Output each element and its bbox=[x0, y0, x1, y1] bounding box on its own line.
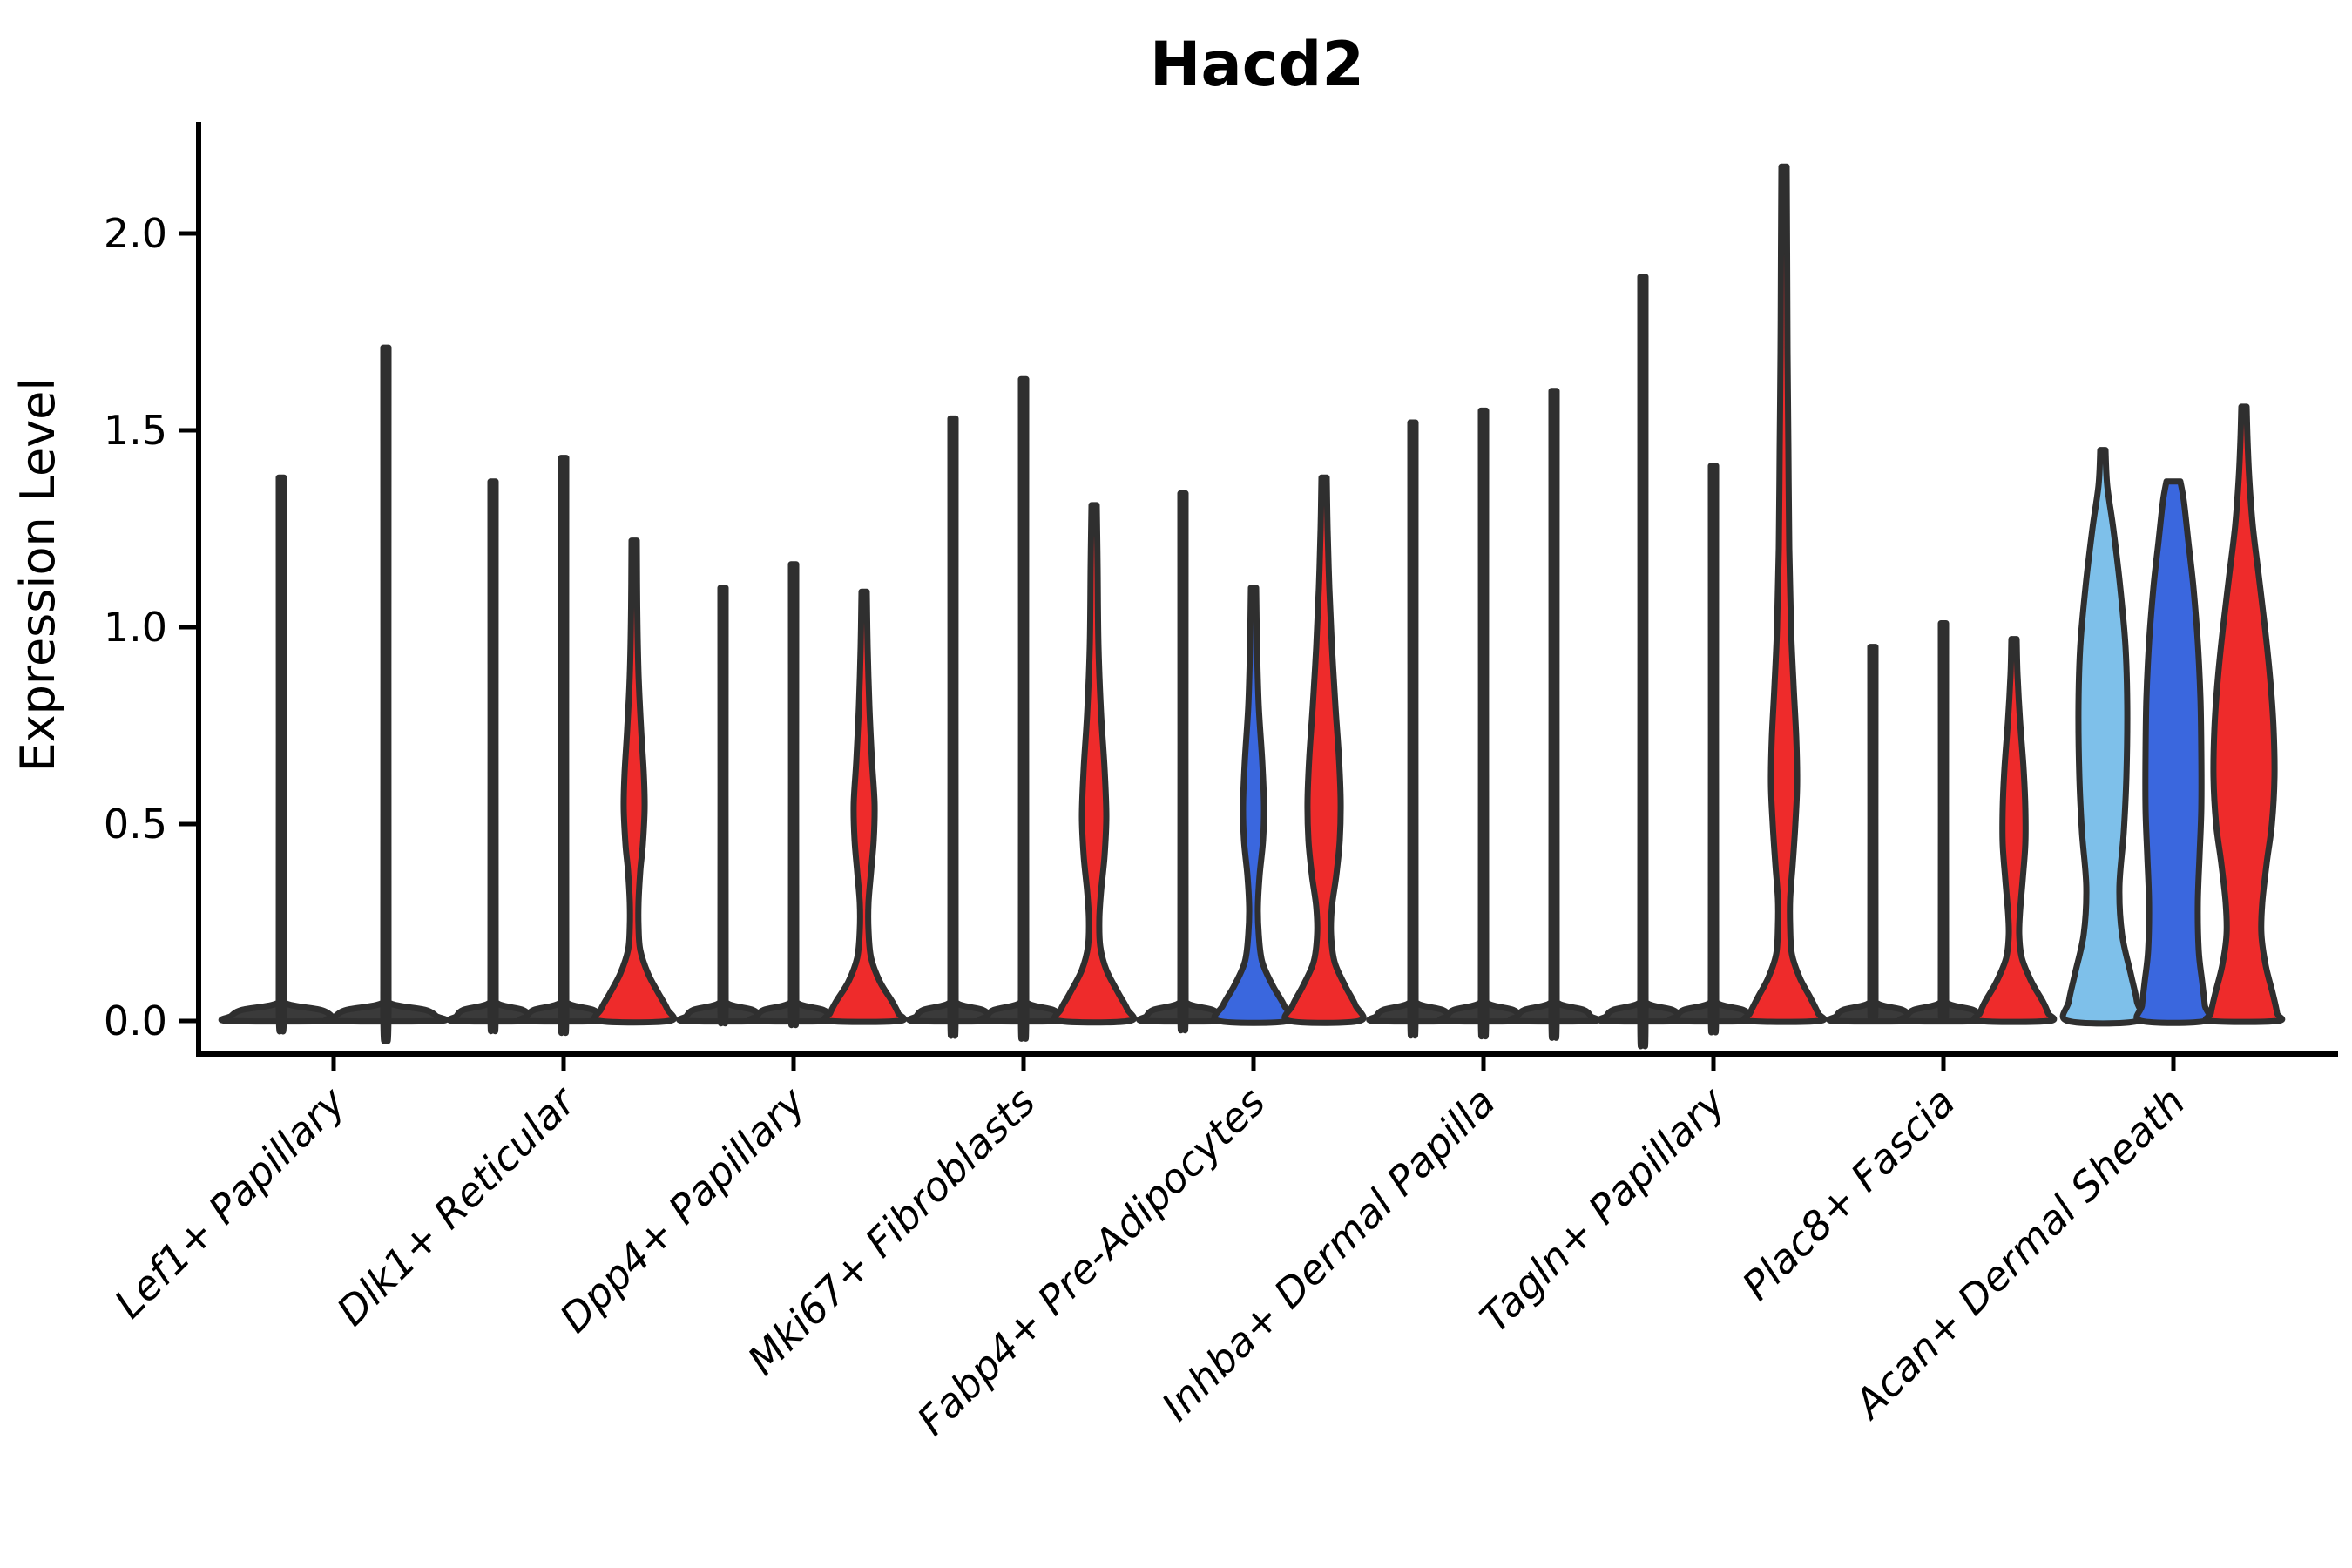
y-tick-label: 2.0 bbox=[104, 210, 167, 257]
violin-spike bbox=[1366, 419, 1460, 1038]
violin-spike bbox=[1436, 407, 1531, 1039]
violin-spike bbox=[977, 375, 1071, 1042]
y-axis-label: Expression Level bbox=[10, 378, 65, 773]
y-tick-label: 1.0 bbox=[104, 604, 167, 651]
violins-layer bbox=[218, 163, 2286, 1050]
violin-red bbox=[1970, 636, 2058, 1025]
violin-spike bbox=[517, 455, 611, 1036]
violin-spike bbox=[1136, 490, 1230, 1034]
violin-spike bbox=[218, 474, 345, 1035]
violin-spike bbox=[906, 415, 1000, 1039]
violin-red bbox=[2202, 403, 2286, 1025]
violin-blue bbox=[2133, 478, 2213, 1026]
violin-spike bbox=[322, 344, 449, 1044]
y-tick-label: 0.0 bbox=[104, 997, 167, 1044]
y-tick-label: 0.5 bbox=[104, 801, 167, 848]
violin-spike bbox=[676, 585, 770, 1027]
x-tick-label: Dpp4+ Papillary bbox=[551, 1078, 814, 1342]
violin-spike bbox=[1826, 644, 1920, 1025]
x-tick-label: Plac8+ Fascia bbox=[1733, 1078, 1963, 1309]
violin-spike bbox=[1596, 274, 1690, 1050]
y-axis-ticks: 0.0 0.5 1.0 1.5 2.0 bbox=[104, 210, 199, 1044]
violin-red bbox=[591, 537, 678, 1026]
violin-spike bbox=[1896, 620, 1990, 1025]
y-tick-label: 1.5 bbox=[104, 407, 167, 454]
violin-red bbox=[1281, 474, 1367, 1026]
violin-blue bbox=[1211, 585, 1296, 1026]
violin-spike bbox=[1507, 388, 1601, 1041]
violin-spike bbox=[1666, 463, 1761, 1036]
chart-title: Hacd2 bbox=[1150, 29, 1364, 100]
violin-red bbox=[1051, 502, 1138, 1026]
violin-red bbox=[1740, 163, 1828, 1025]
x-tick-label: Lef1+ Papillary bbox=[105, 1078, 355, 1327]
x-tick-label: Tagln+ Papillary bbox=[1470, 1078, 1734, 1342]
violin-red bbox=[821, 588, 908, 1025]
violin-spike bbox=[747, 561, 841, 1029]
x-tick-label: Dlk1+ Reticular bbox=[328, 1076, 586, 1335]
violin-light_blue bbox=[2059, 447, 2146, 1027]
violin-spike bbox=[446, 478, 540, 1035]
